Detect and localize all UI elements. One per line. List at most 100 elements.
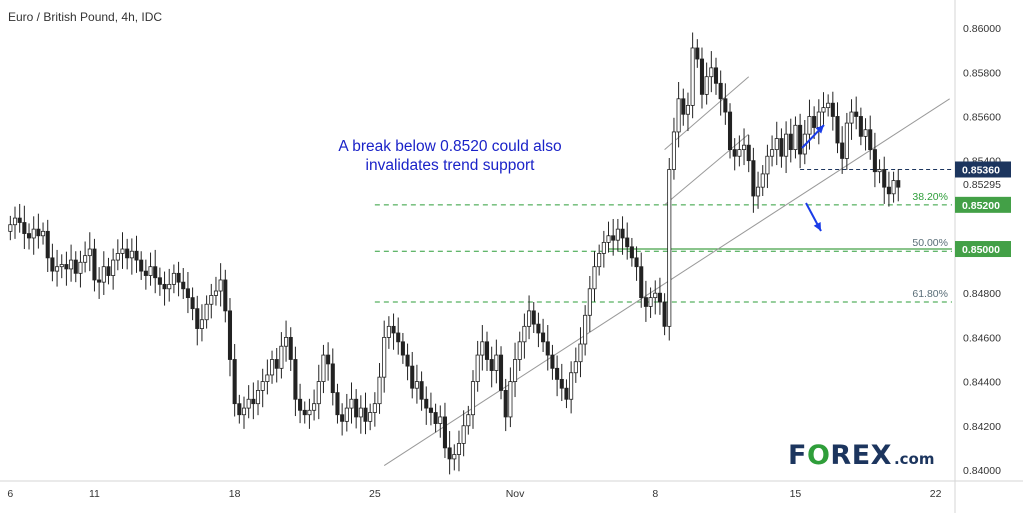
y-tick-label: 0.84400: [963, 377, 1001, 389]
candle-body: [134, 250, 139, 261]
candle-body: [704, 76, 709, 95]
candle-body: [597, 253, 602, 268]
candle-body: [274, 359, 279, 369]
candle-body: [22, 222, 27, 234]
candle-body: [386, 325, 391, 338]
candle-body: [185, 288, 190, 299]
price-level-label: 0.85200: [962, 200, 1000, 212]
candle-body: [737, 149, 742, 157]
candle-body: [59, 264, 64, 268]
candle-body: [69, 259, 74, 270]
candle-body: [265, 374, 270, 382]
candle-body: [410, 365, 415, 389]
candle-body: [508, 381, 513, 418]
candle-body: [629, 246, 634, 259]
candle-body: [227, 310, 233, 360]
candle-body: [87, 248, 92, 257]
y-tick-label: 0.84200: [963, 421, 1001, 433]
candle-body: [578, 343, 583, 363]
candle-body: [354, 398, 359, 418]
candle-body: [541, 332, 546, 343]
candle-body: [690, 47, 695, 106]
candle-body: [667, 169, 672, 327]
candle-body: [405, 354, 410, 367]
candle-body: [592, 266, 597, 290]
candle-body: [50, 257, 55, 272]
arrow-down-head: [813, 222, 821, 231]
candle-body: [447, 447, 452, 460]
candle-body: [171, 272, 176, 285]
candle-body: [363, 407, 368, 422]
x-tick-label: 22: [930, 488, 942, 500]
candle-body: [807, 116, 812, 135]
candle-body: [587, 288, 592, 316]
candle-body: [475, 354, 480, 382]
candle-body: [316, 381, 321, 405]
annotation-line-2: invalidates trend support: [365, 157, 535, 174]
candle-body: [330, 363, 335, 394]
candle-body: [835, 116, 840, 144]
candle-body: [742, 144, 747, 151]
candle-body: [400, 341, 405, 356]
candle-body: [157, 277, 162, 285]
candle-body: [433, 412, 438, 424]
candle-body: [162, 283, 167, 290]
logo-word-o: O: [806, 440, 831, 471]
candle-body: [877, 169, 882, 173]
candle-body: [312, 403, 317, 411]
candle-body: [139, 259, 144, 272]
x-tick-label: 6: [7, 488, 13, 500]
candle-body: [681, 98, 686, 115]
candle-body: [255, 390, 261, 405]
candle-body: [148, 266, 153, 276]
candle-body: [176, 272, 181, 283]
candle-body: [844, 122, 849, 159]
candle-body: [882, 169, 887, 188]
candle-body: [779, 138, 784, 157]
candle-body: [732, 149, 737, 157]
chart-title: Euro / British Pound, 4h, IDC: [8, 10, 163, 24]
candle-body: [760, 173, 765, 188]
y-tick-label: 0.85600: [963, 111, 1001, 123]
candle-body: [620, 228, 625, 239]
candle-body: [798, 124, 803, 155]
candle-body: [569, 372, 574, 400]
candle-body: [115, 253, 120, 261]
candle-body: [78, 261, 83, 274]
candle-body: [190, 297, 195, 310]
y-tick-label: 0.84000: [963, 465, 1001, 477]
candle-body: [83, 255, 88, 263]
candle-body: [419, 381, 424, 400]
candle-body: [340, 414, 345, 422]
candle-body: [428, 407, 433, 413]
candle-body: [886, 186, 891, 195]
candle-body: [611, 235, 616, 241]
candle-body: [615, 228, 620, 241]
candle-body: [260, 381, 265, 391]
candle-body: [854, 111, 859, 117]
candle-body: [466, 414, 471, 427]
candle-body: [531, 310, 536, 325]
candle-body: [372, 403, 377, 413]
candle-body: [120, 248, 125, 254]
forex-logo: FOREX .com: [788, 440, 935, 471]
fib-level-label: 38.20%: [912, 191, 948, 203]
candle-body: [891, 180, 896, 195]
logo-domain: .com: [893, 450, 935, 468]
candle-body: [517, 341, 522, 360]
current-price-box: [955, 161, 1011, 178]
candle-body: [246, 398, 251, 409]
candle-body: [326, 354, 331, 365]
candle-body: [279, 345, 284, 369]
candle-body: [695, 47, 700, 60]
candle-body: [442, 416, 447, 449]
candle-body: [812, 116, 817, 128]
candle-body: [639, 266, 644, 299]
candle-body: [213, 290, 218, 296]
y-tick-label: 0.84800: [963, 288, 1001, 300]
candle-body: [498, 354, 504, 391]
candle-body: [382, 336, 387, 378]
candle-body: [106, 266, 111, 276]
candle-body: [26, 233, 32, 239]
